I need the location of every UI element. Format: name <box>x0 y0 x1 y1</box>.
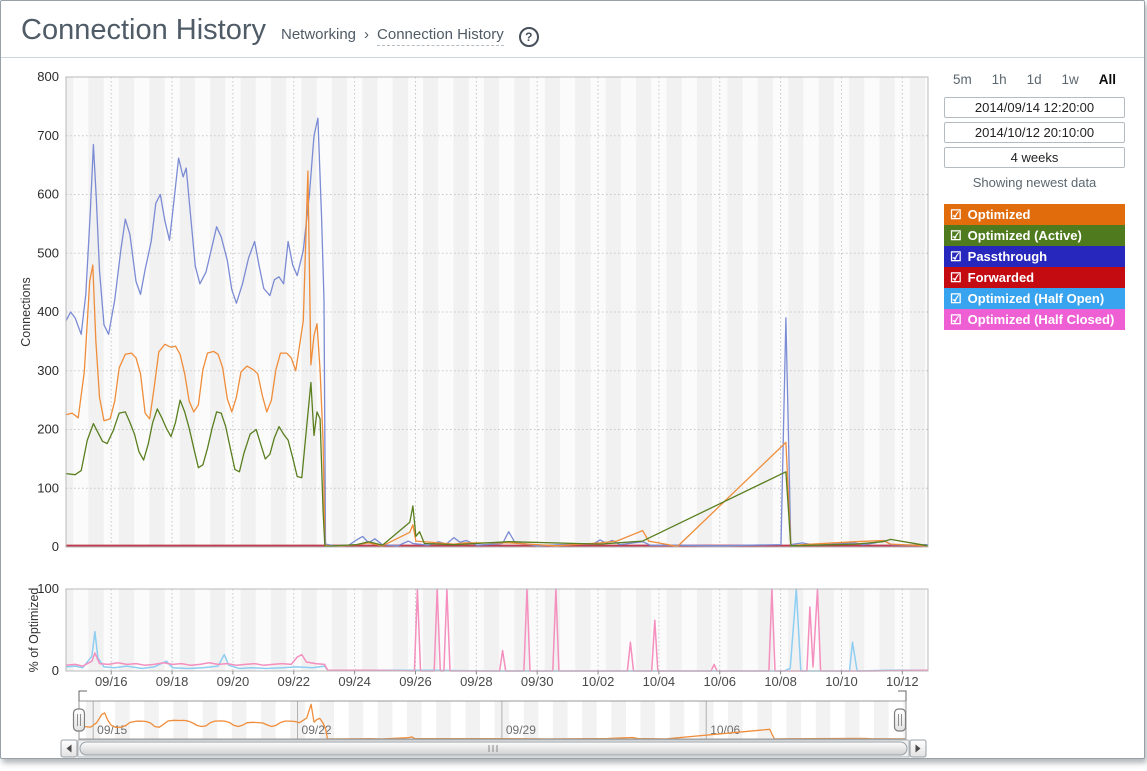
legend-item-optimized[interactable]: ☑ Optimized <box>944 204 1125 225</box>
breadcrumb-current: Connection History <box>377 26 504 46</box>
navigator-right-handle[interactable] <box>893 708 907 732</box>
range-button-5m[interactable]: 5m <box>953 72 972 87</box>
svg-text:Connections: Connections <box>19 277 33 347</box>
svg-text:100: 100 <box>37 480 59 495</box>
svg-text:10/12: 10/12 <box>886 674 919 689</box>
svg-text:09/18: 09/18 <box>156 674 189 689</box>
svg-text:10/08: 10/08 <box>764 674 797 689</box>
svg-text:600: 600 <box>37 187 59 202</box>
legend-item-optimized-active[interactable]: ☑ Optimized (Active) <box>944 225 1125 246</box>
checkbox-checked-icon[interactable]: ☑ <box>950 270 962 285</box>
svg-text:300: 300 <box>37 363 59 378</box>
scrollbar-left-arrow[interactable] <box>60 739 78 758</box>
legend-item-label: Passthrough <box>967 249 1048 264</box>
legend-item-label: Optimized (Half Closed) <box>967 312 1115 327</box>
range-button-1w[interactable]: 1w <box>1061 72 1079 87</box>
navigator-left-handle[interactable] <box>72 708 86 732</box>
svg-text:09/24: 09/24 <box>338 674 371 689</box>
legend-item-label: Optimized (Active) <box>967 228 1082 243</box>
connection-history-chart: 0 100 200 300 400 500 600 700 800 Connections 0 100… <box>19 69 929 758</box>
page-title: Connection History <box>21 14 266 46</box>
svg-text:09/16: 09/16 <box>95 674 128 689</box>
checkbox-checked-icon[interactable]: ☑ <box>950 228 962 243</box>
x-axis-labels: 09/16 09/18 09/20 09/22 09/24 09/26 09/28 09/30… <box>95 671 919 689</box>
connections-plot[interactable]: 0 100 200 300 400 500 600 700 800 Connections <box>19 69 929 554</box>
legend-item-optimized-half-open[interactable]: ☑ Optimized (Half Open) <box>944 288 1125 309</box>
status-text: Showing newest data <box>972 175 1097 190</box>
svg-text:09/22: 09/22 <box>278 674 311 689</box>
horizontal-scrollbar[interactable] <box>60 739 927 758</box>
legend-item-label: Forwarded <box>967 270 1035 285</box>
legend-item-optimized-half-closed[interactable]: ☑ Optimized (Half Closed) <box>944 309 1125 330</box>
svg-text:0: 0 <box>52 539 59 554</box>
range-buttons: 5m 1h 1d 1w All <box>941 71 1128 88</box>
navigator[interactable]: 09/15 09/22 09/29 10/06 <box>72 690 907 740</box>
svg-text:09/29: 09/29 <box>506 723 536 737</box>
svg-text:0: 0 <box>52 663 59 678</box>
scrollbar-right-arrow[interactable] <box>909 739 927 758</box>
svg-text:10/06: 10/06 <box>703 674 736 689</box>
breadcrumb-section[interactable]: Networking <box>281 26 357 43</box>
svg-text:09/20: 09/20 <box>217 674 250 689</box>
range-button-1d[interactable]: 1d <box>1026 72 1042 87</box>
page-header: Connection History Networking › Connecti… <box>1 1 1144 58</box>
time-controls-panel: 5m 1h 1d 1w All Showing newest data ☑ Op… <box>941 71 1128 330</box>
svg-text:10/02: 10/02 <box>582 674 615 689</box>
svg-text:10/10: 10/10 <box>825 674 858 689</box>
checkbox-checked-icon[interactable]: ☑ <box>950 291 962 306</box>
duration-input[interactable] <box>944 147 1125 168</box>
checkbox-checked-icon[interactable]: ☑ <box>950 312 962 327</box>
range-button-1h[interactable]: 1h <box>991 72 1007 87</box>
legend-item-label: Optimized (Half Open) <box>967 291 1105 306</box>
breadcrumb: Networking › Connection History <box>281 26 504 46</box>
svg-text:100: 100 <box>37 581 59 596</box>
svg-text:% of Optimized: % of Optimized <box>27 588 41 673</box>
percent-optimized-plot[interactable]: 0 100% of Optimized <box>27 581 929 678</box>
svg-text:800: 800 <box>37 69 59 84</box>
legend: ☑ Optimized ☑ Optimized (Active) ☑ Passt… <box>944 204 1125 330</box>
svg-text:10/04: 10/04 <box>643 674 676 689</box>
legend-item-forwarded[interactable]: ☑ Forwarded <box>944 267 1125 288</box>
checkbox-checked-icon[interactable]: ☑ <box>950 207 962 222</box>
svg-text:700: 700 <box>37 128 59 143</box>
svg-text:500: 500 <box>37 245 59 260</box>
svg-text:200: 200 <box>37 422 59 437</box>
help-icon[interactable]: ? <box>518 27 539 47</box>
svg-text:09/26: 09/26 <box>399 674 432 689</box>
svg-text:400: 400 <box>37 304 59 319</box>
legend-item-label: Optimized <box>967 207 1031 222</box>
svg-text:09/30: 09/30 <box>521 674 554 689</box>
legend-item-passthrough[interactable]: ☑ Passthrough <box>944 246 1125 267</box>
scrollbar-thumb[interactable] <box>79 741 908 756</box>
checkbox-checked-icon[interactable]: ☑ <box>950 249 962 264</box>
start-time-input[interactable] <box>944 97 1125 118</box>
end-time-input[interactable] <box>944 122 1125 143</box>
breadcrumb-separator-icon: › <box>364 26 370 43</box>
svg-text:09/15: 09/15 <box>97 723 127 737</box>
svg-text:09/28: 09/28 <box>460 674 493 689</box>
range-button-all[interactable]: All <box>1098 72 1116 87</box>
